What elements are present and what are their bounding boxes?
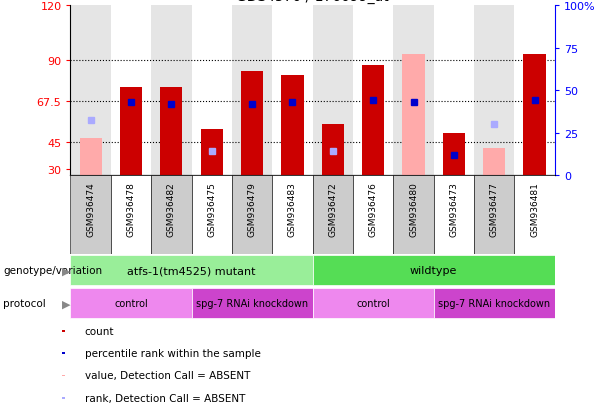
Text: spg-7 RNAi knockdown: spg-7 RNAi knockdown — [438, 299, 550, 309]
Text: value, Detection Call = ABSENT: value, Detection Call = ABSENT — [85, 370, 250, 380]
Text: percentile rank within the sample: percentile rank within the sample — [85, 349, 261, 358]
Bar — [241, 72, 263, 176]
Bar — [62, 353, 64, 354]
Text: genotype/variation: genotype/variation — [3, 266, 102, 275]
Text: ▶: ▶ — [62, 299, 70, 309]
Bar — [514, 6, 555, 176]
Bar — [70, 176, 111, 254]
Bar — [353, 6, 394, 176]
Bar — [433, 6, 474, 176]
Bar — [281, 76, 303, 176]
Bar — [200, 130, 223, 176]
Text: wildtype: wildtype — [410, 266, 457, 275]
Bar — [313, 6, 353, 176]
Bar — [70, 256, 313, 285]
Bar — [443, 134, 465, 176]
Bar — [313, 289, 434, 318]
Text: control: control — [356, 299, 390, 309]
Text: ▶: ▶ — [62, 266, 70, 275]
Bar — [322, 125, 344, 176]
Bar — [433, 289, 555, 318]
Bar — [120, 88, 142, 176]
Bar — [191, 176, 232, 254]
Text: GSM936476: GSM936476 — [368, 182, 378, 237]
Bar — [402, 55, 425, 176]
Text: GSM936483: GSM936483 — [288, 182, 297, 237]
Text: atfs-1(tm4525) mutant: atfs-1(tm4525) mutant — [128, 266, 256, 275]
Bar — [62, 330, 64, 332]
Bar — [272, 6, 313, 176]
Bar — [232, 176, 272, 254]
Text: control: control — [114, 299, 148, 309]
Bar — [62, 397, 64, 399]
Text: spg-7 RNAi knockdown: spg-7 RNAi knockdown — [196, 299, 308, 309]
Bar — [151, 176, 191, 254]
Bar — [313, 256, 555, 285]
Bar — [70, 6, 111, 176]
Text: GSM936475: GSM936475 — [207, 182, 216, 237]
Bar — [111, 176, 151, 254]
Bar — [111, 6, 151, 176]
Text: GSM936481: GSM936481 — [530, 182, 539, 237]
Bar — [474, 176, 514, 254]
Text: count: count — [85, 326, 114, 336]
Bar — [62, 375, 64, 376]
Bar — [353, 176, 394, 254]
Text: GSM936480: GSM936480 — [409, 182, 418, 237]
Bar — [191, 289, 313, 318]
Bar — [394, 6, 434, 176]
Bar — [272, 176, 313, 254]
Bar — [394, 176, 434, 254]
Bar — [433, 176, 474, 254]
Bar — [483, 148, 505, 176]
Text: GSM936482: GSM936482 — [167, 182, 176, 236]
Text: rank, Detection Call = ABSENT: rank, Detection Call = ABSENT — [85, 393, 245, 403]
Bar — [514, 176, 555, 254]
Text: GSM936479: GSM936479 — [248, 182, 257, 237]
Bar — [524, 55, 546, 176]
Bar — [232, 6, 272, 176]
Bar — [362, 66, 384, 176]
Bar — [313, 176, 353, 254]
Title: GDS4570 / 176099_at: GDS4570 / 176099_at — [236, 0, 389, 4]
Bar — [160, 88, 183, 176]
Bar — [80, 139, 102, 176]
Bar — [474, 6, 514, 176]
Text: GSM936477: GSM936477 — [490, 182, 499, 237]
Text: GSM936478: GSM936478 — [126, 182, 135, 237]
Text: GSM936474: GSM936474 — [86, 182, 95, 236]
Bar — [191, 6, 232, 176]
Text: GSM936473: GSM936473 — [449, 182, 459, 237]
Text: protocol: protocol — [3, 299, 46, 309]
Bar — [70, 289, 191, 318]
Bar — [151, 6, 191, 176]
Text: GSM936472: GSM936472 — [329, 182, 337, 236]
